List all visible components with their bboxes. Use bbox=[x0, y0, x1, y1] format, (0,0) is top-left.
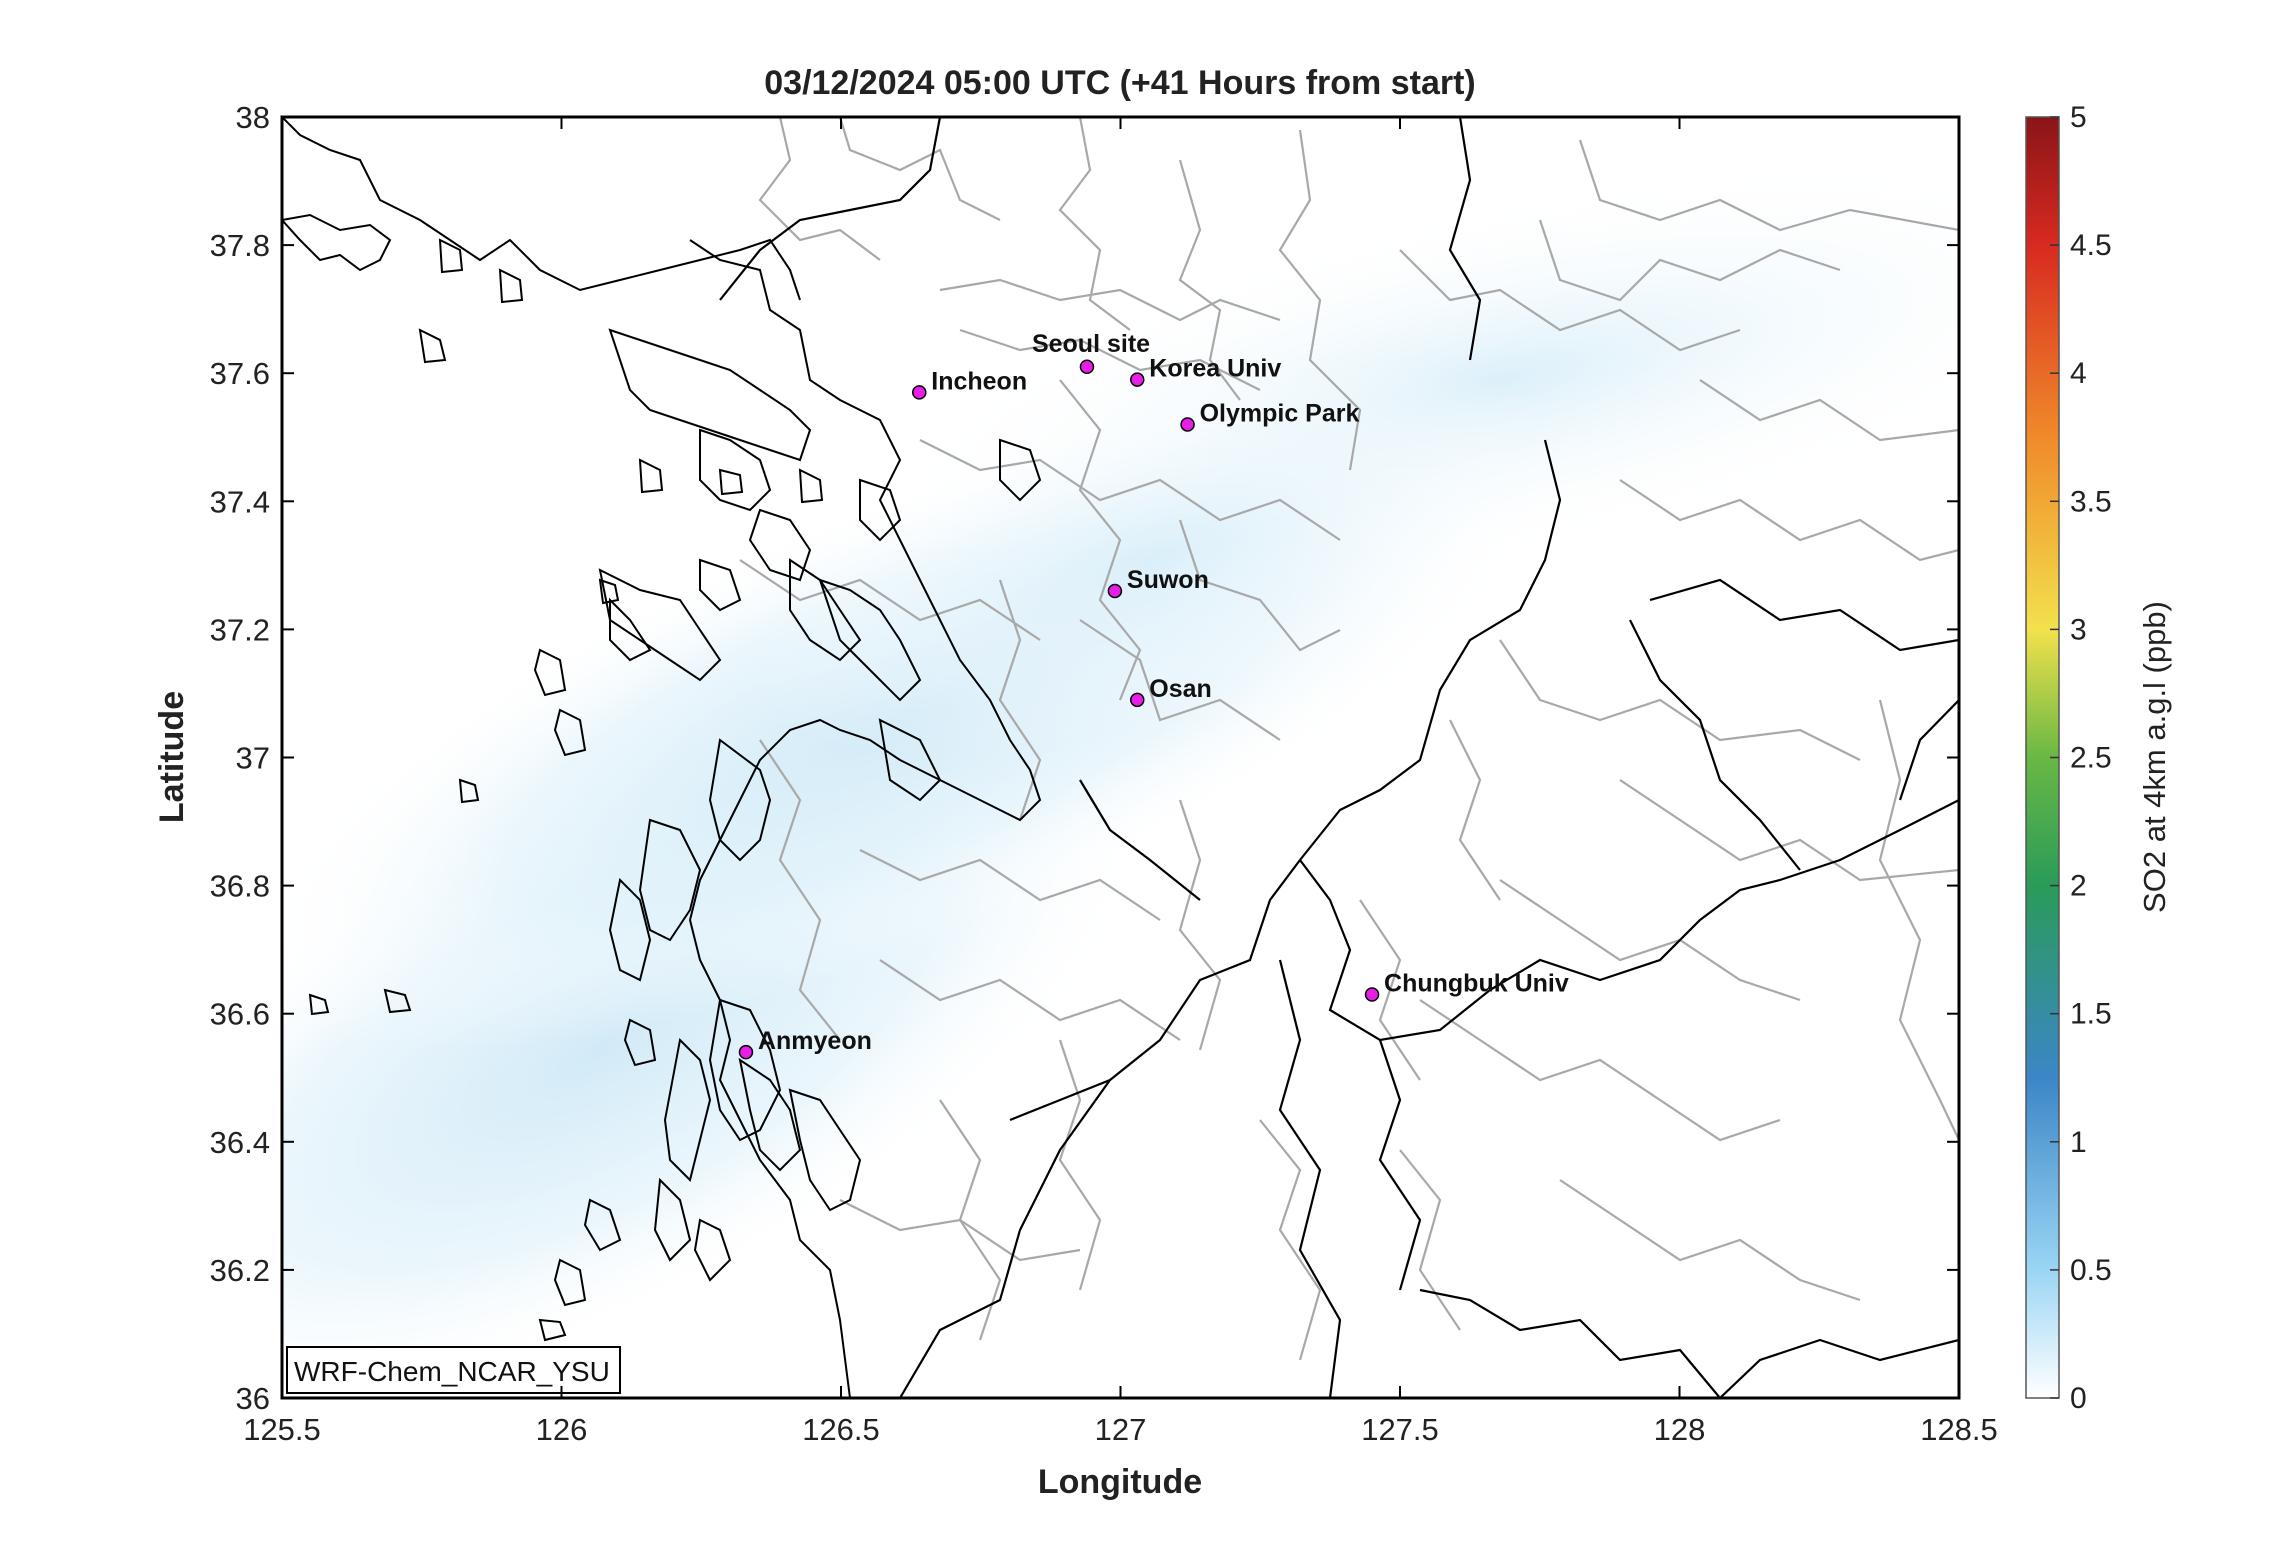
colorbar-tick-label: 2 bbox=[2070, 870, 2087, 903]
site-marker bbox=[738, 1044, 754, 1060]
x-tick-label: 127 bbox=[1095, 1412, 1147, 1447]
y-tick-label: 36 bbox=[236, 1381, 270, 1416]
colorbar-tick-label: 2.5 bbox=[2070, 742, 2112, 775]
colorbar-tick-label: 5 bbox=[2070, 101, 2087, 134]
y-tick-label: 37.2 bbox=[210, 612, 270, 647]
site-label: Seoul site bbox=[1032, 330, 1150, 358]
colorbar-label: SO2 at 4km a.g.l (ppb) bbox=[2137, 601, 2172, 913]
site-marker bbox=[1180, 417, 1195, 432]
x-axis-label: Longitude bbox=[1038, 1463, 1202, 1501]
model-label: WRF-Chem_NCAR_YSU bbox=[294, 1356, 610, 1387]
y-tick-label: 36.2 bbox=[210, 1253, 270, 1288]
colorbar-ticks: 0 0.5 1 1.5 2 2.5 3 3.5 4 4.5 5 bbox=[2050, 101, 2112, 1415]
site-label: Korea Univ bbox=[1149, 355, 1281, 383]
colorbar-tick-label: 3 bbox=[2070, 613, 2087, 646]
x-tick-label: 125.5 bbox=[243, 1412, 321, 1447]
colorbar-tick-label: 0.5 bbox=[2070, 1254, 2112, 1287]
y-tick-label: 37.8 bbox=[210, 228, 270, 263]
site-marker bbox=[1130, 372, 1145, 387]
site-label: Olympic Park bbox=[1200, 399, 1360, 427]
site-marker bbox=[1079, 359, 1095, 375]
colorbar-tick-label: 3.5 bbox=[2070, 485, 2112, 518]
y-tick-label: 36.6 bbox=[210, 997, 270, 1032]
x-tick-label: 128 bbox=[1654, 1412, 1706, 1447]
x-tick-label: 127.5 bbox=[1361, 1412, 1439, 1447]
y-tick-label: 37 bbox=[236, 741, 270, 776]
y-axis-ticks: 36 36.2 36.4 36.6 36.8 37 37.2 37.4 37.6 37.8 38 bbox=[210, 100, 1959, 1416]
site-label: Osan bbox=[1149, 675, 1212, 703]
x-tick-label: 126.5 bbox=[802, 1412, 880, 1447]
site-marker bbox=[1130, 692, 1145, 708]
y-axis-label: Latitude bbox=[153, 691, 191, 823]
x-axis-ticks: 125.5 126 126.5 127 127.5 128 128.5 bbox=[243, 117, 1998, 1447]
site-marker bbox=[1107, 583, 1123, 599]
site-label: Incheon bbox=[931, 367, 1027, 395]
model-label-box: WRF-Chem_NCAR_YSU bbox=[286, 1346, 621, 1394]
site-label: Suwon bbox=[1127, 566, 1209, 594]
y-tick-label: 36.8 bbox=[210, 869, 270, 904]
site-label: Chungbuk Univ bbox=[1384, 969, 1569, 997]
colorbar-tick-label: 0 bbox=[2070, 1382, 2087, 1415]
y-tick-label: 37.4 bbox=[210, 484, 270, 519]
x-tick-label: 126 bbox=[536, 1412, 588, 1447]
coastline bbox=[282, 117, 1042, 1398]
site-marker bbox=[912, 385, 927, 400]
colorbar-tick-label: 1 bbox=[2070, 1126, 2087, 1159]
site-label: Anmyeon bbox=[758, 1027, 872, 1055]
map-title: 03/12/2024 05:00 UTC (+41 Hours from sta… bbox=[764, 64, 1475, 102]
so2-field bbox=[282, 158, 1959, 1398]
y-tick-label: 36.4 bbox=[210, 1125, 270, 1160]
x-tick-label: 128.5 bbox=[1920, 1412, 1998, 1447]
colorbar-tick-label: 4 bbox=[2070, 357, 2087, 390]
colorbar-tick-label: 4.5 bbox=[2070, 229, 2112, 262]
colorbar-tick-label: 1.5 bbox=[2070, 998, 2112, 1031]
site-marker bbox=[1364, 987, 1380, 1002]
y-tick-label: 37.6 bbox=[210, 356, 270, 391]
province-boundaries bbox=[719, 117, 1959, 1398]
colorbar: 0 0.5 1 1.5 2 2.5 3 3.5 4 4.5 5 SO2 at 4km a.g.l (… bbox=[2025, 101, 2172, 1415]
y-tick-label: 38 bbox=[236, 100, 270, 135]
